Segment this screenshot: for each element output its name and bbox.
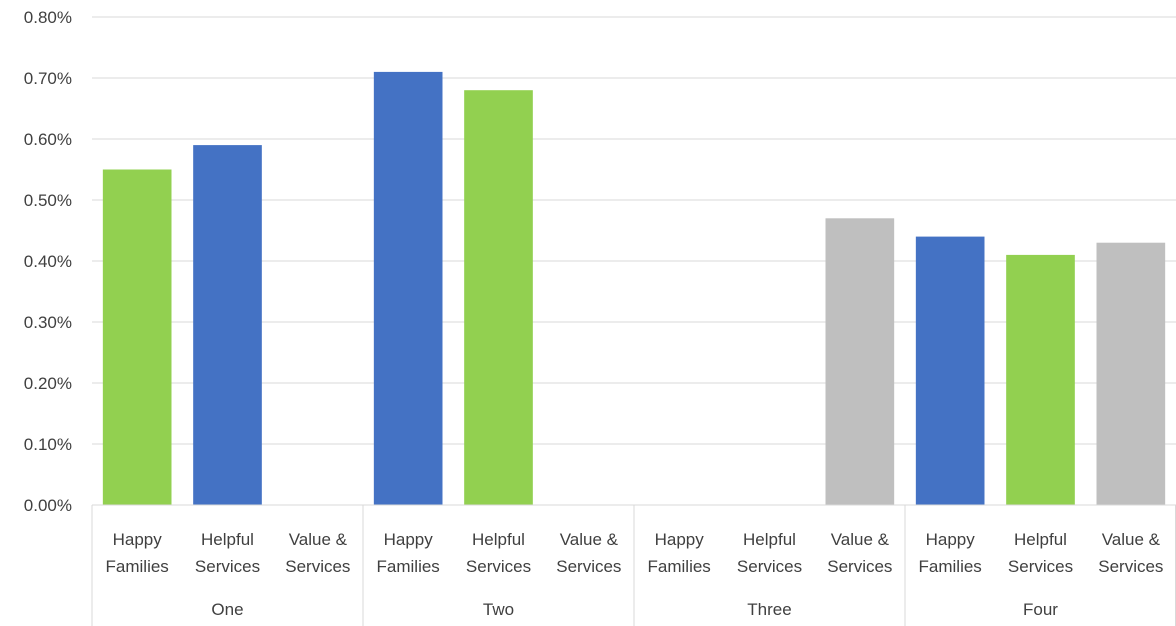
category-label: Helpful Services [737,530,802,576]
category-label: Value & Services [285,530,350,576]
group-label-one: One [211,600,243,619]
bar-four-2 [1096,242,1166,505]
category-labels: Happy Families Helpful Services Value & Servi… [106,530,1164,576]
y-tick-label: 0.80% [24,8,72,27]
group-label-four: Four [1023,600,1058,619]
category-label: Happy Families [919,530,982,576]
y-tick-label: 0.00% [24,496,72,515]
y-tick-label: 0.70% [24,69,72,88]
group-labels: One Two Three Four [211,600,1058,619]
y-axis-tick-labels: 0.00% 0.10% 0.20% 0.30% 0.40% 0.50% 0.60% 0.70%… [24,8,72,515]
y-tick-label: 0.20% [24,374,72,393]
y-tick-label: 0.10% [24,435,72,454]
category-label: Happy Families [377,530,440,576]
gridlines [92,16,1176,445]
category-label: Happy Families [648,530,711,576]
category-label: Helpful Services [1008,530,1073,576]
category-label: Value & Services [556,530,621,576]
category-label: Happy Families [106,530,169,576]
category-label: Helpful Services [195,530,260,576]
bar-two-0 [373,71,443,506]
bar-four-0 [915,236,985,505]
group-label-three: Three [747,600,791,619]
category-label: Value & Services [827,530,892,576]
group-label-two: Two [483,600,514,619]
bar-three-2 [825,218,895,506]
bar-one-1 [193,145,262,505]
category-label: Helpful Services [466,530,531,576]
bar-four-1 [1006,254,1075,505]
y-tick-label: 0.30% [24,313,72,332]
y-tick-label: 0.40% [24,252,72,271]
y-tick-label: 0.60% [24,130,72,149]
y-tick-label: 0.50% [24,191,72,210]
bar-two-1 [464,90,533,505]
bar-one-0 [102,169,172,505]
category-label: Value & Services [1098,530,1163,576]
bars [102,71,1166,506]
